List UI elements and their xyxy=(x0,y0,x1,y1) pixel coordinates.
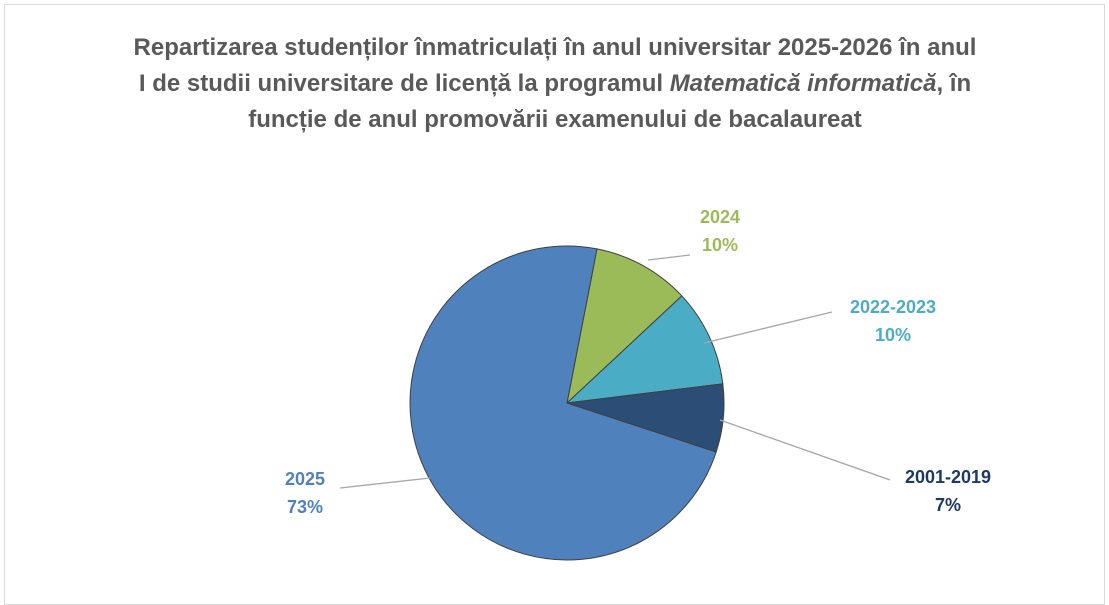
value-label: 10% xyxy=(702,235,738,255)
pie-slice xyxy=(565,295,724,404)
category-label: 2022-2023 xyxy=(850,297,936,317)
category-label: 2025 xyxy=(285,469,325,489)
value-label: 73% xyxy=(287,497,323,517)
category-label: 2024 xyxy=(700,207,740,227)
title-part: , în funcție de anul promovării examenul… xyxy=(248,70,972,133)
leader-line xyxy=(719,419,891,481)
leader-line xyxy=(647,254,691,261)
value-label: 7% xyxy=(935,495,961,515)
chart-title: Repartizarea studenților înmatriculați î… xyxy=(130,30,980,138)
title-italic: Matematică informatică xyxy=(669,70,937,97)
category-label: 2001-2019 xyxy=(905,467,991,487)
pie-slice xyxy=(566,248,683,405)
value-label: 10% xyxy=(875,325,911,345)
leader-line xyxy=(339,477,431,489)
leader-line xyxy=(703,311,833,344)
pie-slice xyxy=(409,245,717,561)
title-part: Repartizarea studenților înmatriculați î… xyxy=(133,34,977,97)
